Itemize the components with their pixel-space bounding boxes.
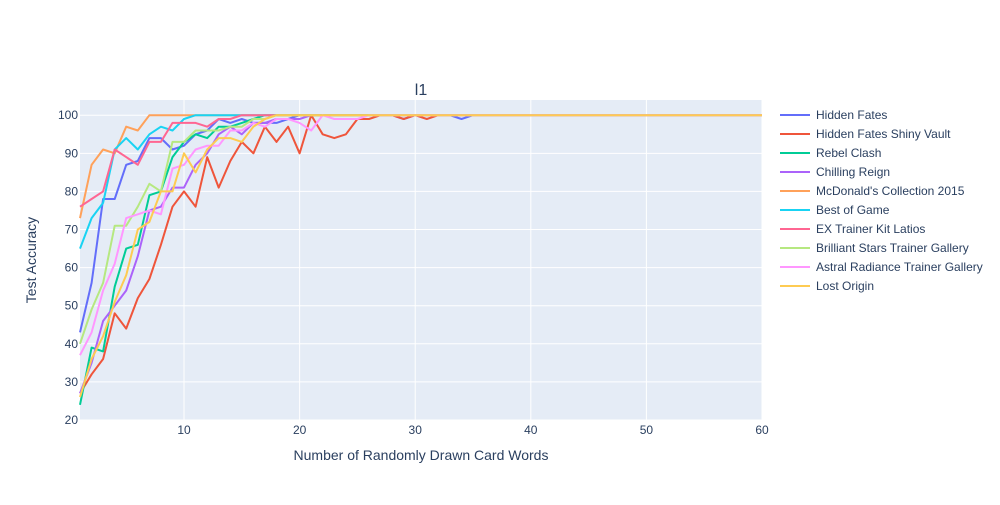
y-axis-label: Test Accuracy <box>23 217 39 303</box>
y-tick-label: 100 <box>58 108 78 122</box>
x-tick-label: 60 <box>755 423 769 437</box>
x-axis-label: Number of Randomly Drawn Card Words <box>294 447 549 463</box>
series-lines <box>79 114 762 405</box>
y-tick-label: 40 <box>65 337 79 351</box>
legend-item[interactable]: Astral Radiance Trainer Gallery <box>780 260 983 274</box>
legend-item[interactable]: Lost Origin <box>780 279 874 293</box>
x-tick-label: 50 <box>640 423 654 437</box>
legend-label: Hidden Fates Shiny Vault <box>816 127 951 141</box>
y-tick-label: 20 <box>65 413 79 427</box>
x-tick-label: 30 <box>409 423 423 437</box>
legend-label: Chilling Reign <box>816 165 890 179</box>
y-tick-label: 60 <box>65 261 79 275</box>
legend-item[interactable]: Rebel Clash <box>780 146 881 160</box>
series-line-10 <box>79 114 762 398</box>
legend-label: Best of Game <box>816 203 890 217</box>
legend-item[interactable]: Hidden Fates <box>780 108 887 122</box>
legend-item[interactable]: Brilliant Stars Trainer Gallery <box>780 241 969 255</box>
legend-label: Astral Radiance Trainer Gallery <box>816 260 983 274</box>
legend-item[interactable]: McDonald's Collection 2015 <box>780 184 965 198</box>
legend-label: McDonald's Collection 2015 <box>816 184 965 198</box>
x-tick-label: 40 <box>524 423 538 437</box>
legend-label: Hidden Fates <box>816 108 887 122</box>
legend-item[interactable]: Best of Game <box>780 203 890 217</box>
legend-label: EX Trainer Kit Latios <box>816 222 925 236</box>
legend-item[interactable]: Hidden Fates Shiny Vault <box>780 127 951 141</box>
legend-label: Rebel Clash <box>816 146 881 160</box>
y-tick-label: 50 <box>65 299 79 313</box>
legend-item[interactable]: EX Trainer Kit Latios <box>780 222 925 236</box>
plot-background <box>80 100 762 420</box>
legend-label: Brilliant Stars Trainer Gallery <box>816 241 969 255</box>
x-tick-label: 10 <box>177 423 191 437</box>
legend[interactable]: Hidden Fates Hidden Fates Shiny Vault Rebe… <box>780 108 983 293</box>
x-tick-label: 20 <box>293 423 307 437</box>
legend-item[interactable]: Chilling Reign <box>780 165 890 179</box>
y-tick-label: 90 <box>65 146 79 160</box>
y-tick-label: 70 <box>65 223 79 237</box>
tick-labels: 20 30 40 50 60 70 80 90 100 10 20 30 40 50 60 <box>58 108 769 437</box>
legend-label: Lost Origin <box>816 279 874 293</box>
y-tick-label: 80 <box>65 184 79 198</box>
y-tick-label: 30 <box>65 375 79 389</box>
chart-title: l1 <box>415 82 428 99</box>
